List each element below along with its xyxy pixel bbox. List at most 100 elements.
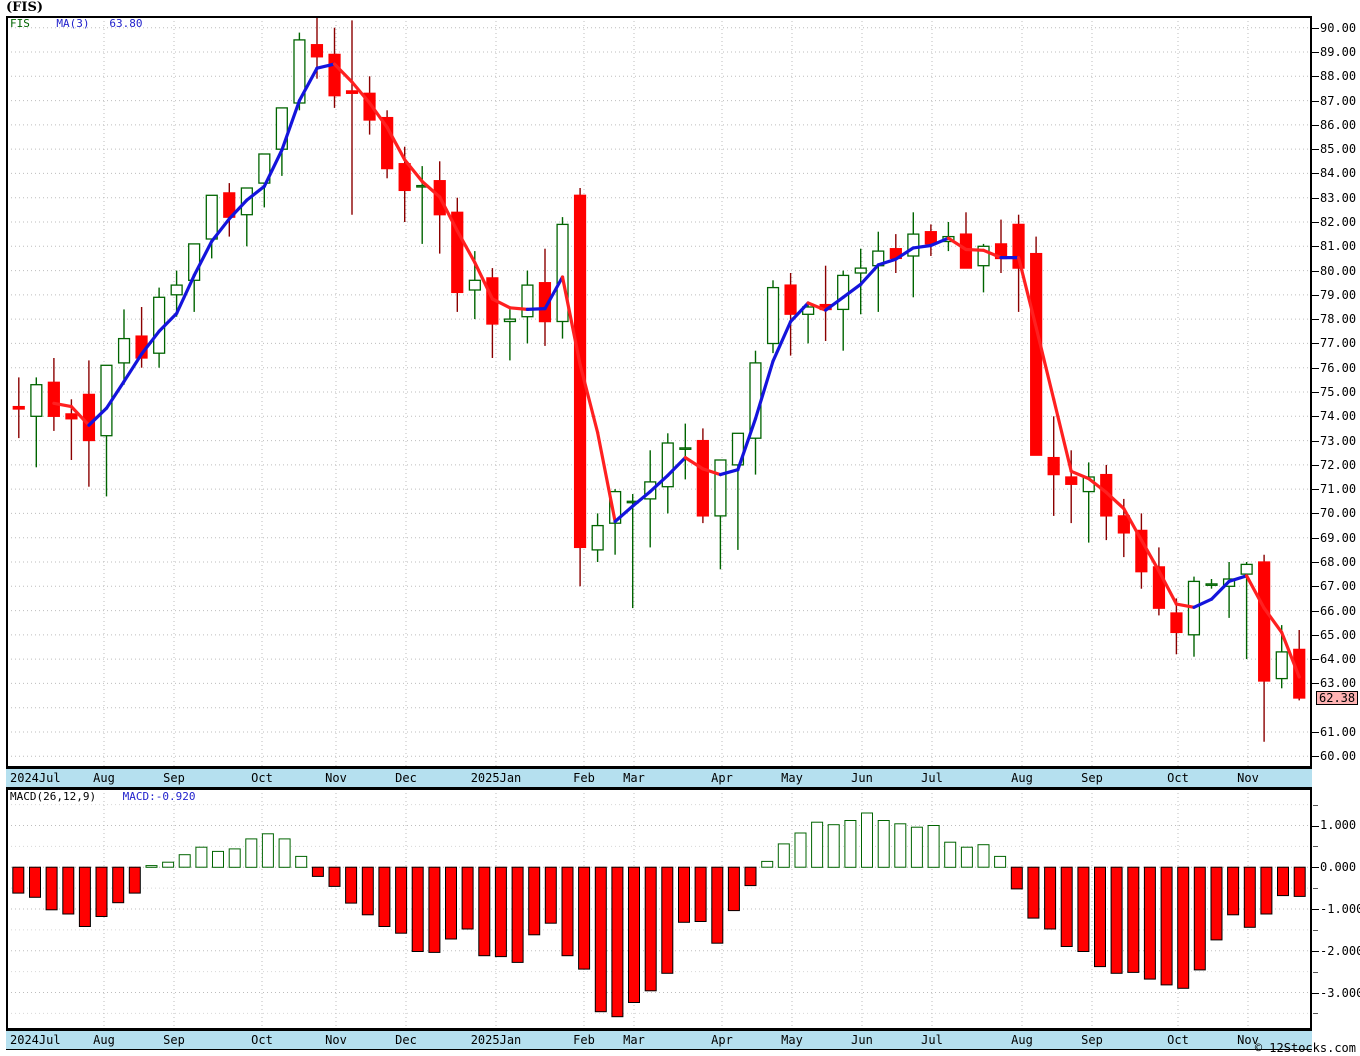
price-tick-mark <box>1312 149 1319 151</box>
price-tick-label: 68.00 <box>1320 555 1357 569</box>
price-tick-mark <box>1312 537 1319 539</box>
price-tick-mark <box>1312 610 1319 612</box>
macd-tick-label: -2.000 <box>1320 943 1360 958</box>
price-tick-label: 79.00 <box>1320 287 1357 302</box>
macd-tick-label: -3.000 <box>1320 985 1360 1000</box>
date-axis-label: Aug <box>93 1033 115 1047</box>
macd-legend-label: MACD(26,12,9) <box>10 790 97 803</box>
price-tick-mark <box>1312 756 1319 758</box>
price-tick-mark <box>1312 100 1319 102</box>
price-tick-mark <box>1312 27 1319 29</box>
price-chart-panel[interactable] <box>6 16 1312 768</box>
date-axis-label: Jun <box>851 1033 873 1047</box>
price-tick-mark <box>1312 367 1319 369</box>
price-tick-label: 72.00 <box>1320 457 1357 472</box>
macd-legend-value: MACD:-0.920 <box>122 790 196 803</box>
date-axis-label: Oct <box>251 1033 273 1047</box>
legend-ma-value: 63.80 <box>109 17 143 30</box>
price-tick-label: 77.00 <box>1320 336 1357 351</box>
macd-tick-mark <box>1312 825 1319 827</box>
price-tick-label: 87.00 <box>1320 93 1357 108</box>
date-axis-label: May <box>781 1033 803 1047</box>
price-tick-label: 82.00 <box>1320 215 1357 229</box>
date-axis-label: Sep <box>1081 771 1103 785</box>
macd-tick-mark <box>1312 867 1319 869</box>
price-tick-mark <box>1312 52 1319 53</box>
date-axis-label: May <box>781 771 803 785</box>
date-axis-label: Apr <box>711 1033 733 1047</box>
price-tick-label: 60.00 <box>1320 749 1357 764</box>
macd-chart-panel[interactable] <box>6 788 1312 1030</box>
date-axis-label: Feb <box>573 1033 595 1047</box>
price-legend: FIS MA(3) 63.80 <box>10 18 143 30</box>
price-tick-mark <box>1312 294 1319 296</box>
price-tick-label: 85.00 <box>1320 142 1357 157</box>
date-axis-label: Dec <box>395 771 417 785</box>
date-axis-label: Aug <box>1011 771 1033 785</box>
date-axis-label: Apr <box>711 771 733 785</box>
price-tick-label: 61.00 <box>1320 725 1357 739</box>
price-tick-label: 80.00 <box>1320 263 1357 278</box>
price-tick-label: 63.00 <box>1320 676 1357 691</box>
price-tick-mark <box>1312 416 1319 418</box>
price-tick-mark <box>1312 319 1319 321</box>
price-tick-mark <box>1312 634 1319 636</box>
macd-legend: MACD(26,12,9) MACD:-0.920 <box>10 791 195 803</box>
price-tick-label: 83.00 <box>1320 190 1357 205</box>
price-tick-mark <box>1312 586 1319 588</box>
price-tick-label: 67.00 <box>1320 579 1357 594</box>
date-axis-label: Nov <box>325 771 347 785</box>
price-tick-mark <box>1312 270 1319 272</box>
date-axis-label: 2024Jul <box>10 1033 61 1047</box>
date-axis-label: Jun <box>851 771 873 785</box>
price-tick-mark <box>1312 392 1319 393</box>
price-tick-mark <box>1312 562 1319 563</box>
date-axis-label: 2025Jan <box>470 771 522 785</box>
price-tick-mark <box>1312 659 1319 661</box>
date-axis-top: 2024Jul Aug Sep Oct Nov Dec 2025Jan Feb Mar Apr Ma… <box>6 768 1312 788</box>
date-axis-label: Sep <box>163 1033 185 1047</box>
price-tick-mark <box>1312 197 1319 199</box>
macd-tick-label: 0.000 <box>1320 860 1357 875</box>
date-axis-label: Mar <box>623 771 645 785</box>
price-tick-mark <box>1312 464 1319 466</box>
macd-tick-label: 1.000 <box>1320 818 1357 833</box>
price-tick-label: 74.00 <box>1320 409 1357 424</box>
macd-tick-label: -1.000 <box>1320 902 1360 916</box>
date-axis-label: Nov <box>1237 1033 1259 1047</box>
date-axis-label: Nov <box>1237 771 1259 785</box>
date-axis-label: Sep <box>1081 1033 1103 1047</box>
date-axis-label: Aug <box>1011 1033 1033 1047</box>
date-axis-label: 2024Jul <box>10 771 61 785</box>
price-tick-label: 89.00 <box>1320 45 1357 59</box>
date-axis-label: Jul <box>921 1033 943 1047</box>
price-tick-mark <box>1312 173 1319 175</box>
legend-ma-label: MA(3) <box>56 17 90 30</box>
price-tick-mark <box>1312 124 1319 126</box>
price-tick-label: 90.00 <box>1320 20 1357 35</box>
macd-minor-tick <box>1313 804 1318 806</box>
price-tick-label: 86.00 <box>1320 117 1357 132</box>
macd-minor-tick <box>1313 1013 1318 1015</box>
price-tick-mark <box>1312 732 1319 733</box>
current-price-badge: 62.38 <box>1316 691 1359 706</box>
macd-minor-tick <box>1313 846 1318 848</box>
date-axis-label: Dec <box>395 1033 417 1047</box>
macd-tick-mark <box>1312 950 1319 952</box>
date-axis-label: Mar <box>623 1033 645 1047</box>
date-axis-label: Oct <box>1167 771 1189 785</box>
date-axis-label: Nov <box>325 1033 347 1047</box>
price-tick-label: 78.00 <box>1320 312 1357 327</box>
price-tick-label: 76.00 <box>1320 360 1357 375</box>
page-title: (FIS) <box>6 0 44 15</box>
macd-minor-tick <box>1313 929 1318 931</box>
price-tick-label: 65.00 <box>1320 627 1357 642</box>
date-axis-label: Oct <box>1167 1033 1189 1047</box>
price-tick-mark <box>1312 489 1319 491</box>
price-tick-mark <box>1312 222 1319 223</box>
price-tick-label: 66.00 <box>1320 603 1357 618</box>
price-tick-label: 71.00 <box>1320 482 1357 497</box>
date-axis-label: Jul <box>921 771 943 785</box>
price-tick-label: 75.00 <box>1320 385 1357 399</box>
